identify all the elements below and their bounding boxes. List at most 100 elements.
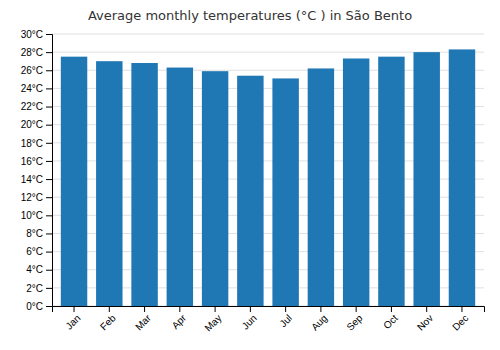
tick-label: Jun xyxy=(240,312,259,331)
tick-mark xyxy=(46,215,52,216)
tick-mark xyxy=(46,52,52,53)
bar xyxy=(449,49,475,306)
title: Average monthly temperatures (°C ) in Sã… xyxy=(88,8,412,23)
tick-label: 6°C xyxy=(26,246,43,257)
tick-mark xyxy=(179,306,180,312)
tick: Jun xyxy=(240,306,259,332)
tick: Jan xyxy=(63,306,82,332)
tick: Jul xyxy=(277,306,294,329)
tick: 26°C xyxy=(21,65,52,76)
tick-label: 14°C xyxy=(21,174,43,185)
tick-label: 2°C xyxy=(26,283,43,294)
tick: Apr xyxy=(170,306,189,331)
bar xyxy=(378,57,404,306)
tick-label: May xyxy=(202,312,223,333)
tick-label: 4°C xyxy=(26,264,43,275)
tick-label: 22°C xyxy=(21,101,43,112)
bar xyxy=(308,68,334,306)
tick-label: 20°C xyxy=(21,119,43,130)
tick-label: Oct xyxy=(381,312,400,331)
tick-label: 26°C xyxy=(21,65,43,76)
tick: 0°C xyxy=(26,301,52,312)
plot: Jan Feb Mar Apr May Jun Jul Aug Sep Oct Nov Dec 0°C 2… xyxy=(21,29,485,334)
tick: 12°C xyxy=(21,192,52,203)
tick-mark xyxy=(144,306,145,312)
tick: 8°C xyxy=(26,228,52,239)
x-axis: Jan Feb Mar Apr May Jun Jul Aug Sep Oct Nov Dec xyxy=(53,306,485,334)
tick-label: Jan xyxy=(63,312,82,331)
tick: 24°C xyxy=(21,83,52,94)
tick: 10°C xyxy=(21,210,52,221)
y-axis: 0°C 2°C 4°C 6°C 8°C 10°C 12°C 14°C 16°C 18°C 20°C 2… xyxy=(21,29,53,312)
axis-line xyxy=(53,307,485,313)
bar xyxy=(96,61,122,306)
tick-mark xyxy=(46,34,52,35)
tick-mark xyxy=(46,70,52,71)
tick-mark xyxy=(426,306,427,312)
tick: Sep xyxy=(344,306,365,333)
tick-label: 12°C xyxy=(21,192,43,203)
tick-mark xyxy=(320,306,321,312)
tick-mark xyxy=(46,88,52,89)
tick: 30°C xyxy=(21,29,52,40)
tick: 16°C xyxy=(21,156,52,167)
tick-label: Jul xyxy=(277,312,294,329)
bar xyxy=(131,63,157,306)
bar xyxy=(61,57,87,306)
tick-label: Sep xyxy=(344,312,365,333)
tick: 6°C xyxy=(26,246,52,257)
tick-mark xyxy=(46,197,52,198)
tick-label: 16°C xyxy=(21,156,43,167)
tick-mark xyxy=(215,306,216,312)
tick-mark xyxy=(356,306,357,312)
tick-mark xyxy=(285,306,286,312)
tick-mark xyxy=(46,306,52,307)
tick-mark xyxy=(74,306,75,312)
bar xyxy=(237,76,263,306)
bar xyxy=(202,71,228,306)
tick-label: 10°C xyxy=(21,210,43,221)
tick: Nov xyxy=(415,306,435,333)
tick-label: 28°C xyxy=(21,47,43,58)
bar xyxy=(167,68,193,306)
bar xyxy=(413,52,439,306)
tick-label: Dec xyxy=(450,312,470,332)
tick: 20°C xyxy=(21,119,52,130)
chart: Average monthly temperatures (°C ) in Sã… xyxy=(0,0,500,350)
bar xyxy=(272,78,298,306)
tick-label: 18°C xyxy=(21,138,43,149)
tick-mark xyxy=(46,288,52,289)
tick-mark xyxy=(109,306,110,312)
tick: 4°C xyxy=(26,264,52,275)
bar xyxy=(343,58,369,306)
bars xyxy=(61,49,475,306)
tick: Oct xyxy=(381,306,400,331)
tick: Feb xyxy=(98,306,118,332)
grid xyxy=(52,34,484,306)
tick-mark xyxy=(46,107,52,108)
tick-mark xyxy=(46,161,52,162)
tick-label: Aug xyxy=(309,312,329,332)
tick-label: 24°C xyxy=(21,83,43,94)
tick-mark xyxy=(391,306,392,312)
tick-mark xyxy=(46,125,52,126)
axis-line xyxy=(46,35,53,307)
tick: Aug xyxy=(309,306,329,333)
tick: Mar xyxy=(133,306,153,332)
tick-label: Apr xyxy=(170,312,189,331)
tick-label: 0°C xyxy=(26,301,43,312)
tick-label: Feb xyxy=(98,312,118,332)
tick: 14°C xyxy=(21,174,52,185)
tick-mark xyxy=(46,143,52,144)
tick-label: 8°C xyxy=(26,228,43,239)
tick: May xyxy=(202,306,223,334)
tick-mark xyxy=(46,179,52,180)
tick: 18°C xyxy=(21,138,52,149)
tick-mark xyxy=(250,306,251,312)
tick-label: Nov xyxy=(415,312,435,332)
tick-mark xyxy=(46,252,52,253)
tick-mark xyxy=(46,270,52,271)
tick-mark xyxy=(46,233,52,234)
tick: 2°C xyxy=(26,283,52,294)
tick-mark xyxy=(461,306,462,312)
